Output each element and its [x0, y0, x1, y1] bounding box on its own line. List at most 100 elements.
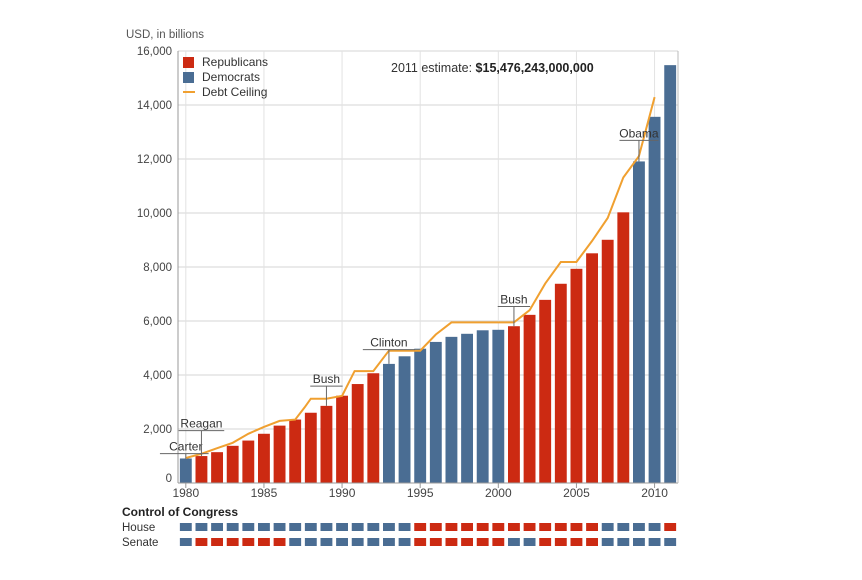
president-label-obama-2009: Obama	[619, 126, 659, 162]
congress-cell-2003	[539, 538, 552, 546]
congress-cell-1998	[461, 538, 473, 546]
congress-cell-1996	[429, 538, 442, 546]
control-of-congress: Control of Congress House Senate	[122, 505, 677, 549]
debt-ceiling-series	[185, 96, 656, 459]
president-label-bush-1989: Bush	[310, 372, 343, 406]
bar-1980	[179, 458, 192, 483]
congress-cell-1984	[242, 538, 255, 546]
x-tick-label: 2000	[485, 486, 512, 500]
y-ticks: 0 2,000 4,000 6,000 8,000 10,000 12,000 14,000 1…	[137, 46, 172, 485]
congress-cell-1989	[320, 538, 333, 546]
congress-cell-1999	[476, 523, 489, 531]
congress-cell-1996	[429, 523, 442, 531]
axes	[177, 51, 679, 484]
y-axis-label: USD, in billions	[126, 29, 204, 41]
bar-2011	[664, 65, 677, 483]
congress-cell-1985	[258, 523, 270, 531]
congress-cell-1983	[226, 538, 239, 546]
y-tick-label: 2,000	[143, 424, 172, 436]
congress-cell-1990	[336, 538, 348, 546]
congress-cell-1984	[242, 523, 255, 531]
bar-2008	[617, 212, 630, 483]
bar-1994	[398, 356, 411, 483]
bar-2010	[648, 116, 661, 484]
estimate-value: $15,476,243,000,000	[476, 61, 594, 75]
bar-2005	[570, 268, 583, 483]
president-name: Bush	[500, 292, 527, 306]
congress-cell-2003	[539, 523, 552, 531]
x-tick-label: 1995	[407, 486, 434, 500]
congress-cell-2007	[601, 538, 614, 546]
bar-2009	[633, 161, 645, 483]
congress-cell-1988	[304, 538, 317, 546]
bar-1986	[273, 425, 286, 483]
bar-1987	[289, 419, 302, 483]
debt-ceiling-line	[185, 96, 656, 459]
x-ticks: 1980 1985 1990 1995 2000 2005 2010	[172, 483, 668, 500]
congress-cell-1982	[211, 538, 223, 546]
congress-cell-2001	[508, 538, 520, 546]
congress-cell-2006	[586, 538, 598, 546]
congress-cell-1992	[367, 523, 380, 531]
congress-cell-1989	[320, 523, 333, 531]
congress-cell-2002	[523, 523, 536, 531]
estimate-annotation: 2011 estimate: $15,476,243,000,000	[391, 61, 594, 75]
president-name: Carter	[169, 440, 202, 454]
congress-cell-2010	[648, 538, 661, 546]
legend-swatch	[183, 72, 194, 83]
congress-row-label-senate: Senate	[122, 537, 158, 549]
bar-1988	[304, 412, 317, 483]
congress-cell-1986	[273, 523, 286, 531]
congress-cell-1987	[289, 538, 302, 546]
president-label-carter-1980: Carter	[159, 440, 209, 459]
congress-cell-1987	[289, 523, 302, 531]
congress-cell-2000	[492, 538, 505, 546]
y-tick-label: 8,000	[143, 262, 172, 274]
congress-cell-1995	[414, 523, 427, 531]
congress-cell-2011	[664, 523, 677, 531]
congress-title: Control of Congress	[122, 505, 238, 519]
legend-item-democrats: Democrats	[183, 70, 260, 84]
president-labels: Carter Reagan Bush Clinton Bush Obama	[159, 126, 659, 459]
congress-cell-1985	[258, 538, 270, 546]
congress-row-senate	[179, 538, 677, 546]
congress-cell-2000	[492, 523, 505, 531]
congress-cell-1994	[398, 538, 411, 546]
congress-cell-1997	[445, 538, 458, 546]
bar-1991	[351, 384, 364, 483]
y-tick-label: 12,000	[137, 154, 172, 166]
bars	[179, 65, 677, 484]
president-name: Obama	[619, 126, 659, 140]
congress-row-label-house: House	[122, 522, 155, 534]
congress-cell-2009	[633, 523, 645, 531]
congress-cell-1983	[226, 523, 239, 531]
congress-cell-2008	[617, 538, 630, 546]
bar-2004	[554, 283, 567, 483]
y-tick-label: 16,000	[137, 46, 172, 58]
bar-1981	[195, 456, 208, 483]
bar-1982	[211, 452, 223, 483]
bar-1985	[258, 433, 270, 483]
congress-cell-2001	[508, 523, 520, 531]
congress-cell-1982	[211, 523, 223, 531]
congress-cell-2002	[523, 538, 536, 546]
congress-cell-2008	[617, 523, 630, 531]
bar-1984	[242, 440, 255, 483]
bar-1989	[320, 405, 333, 483]
legend-swatch	[183, 57, 194, 68]
congress-cell-1991	[351, 523, 364, 531]
y-tick-label: 4,000	[143, 370, 172, 382]
congress-cell-1999	[476, 538, 489, 546]
bar-1996	[429, 341, 442, 483]
congress-cell-2010	[648, 523, 661, 531]
congress-cell-2011	[664, 538, 677, 546]
bar-1983	[226, 445, 239, 483]
bar-1997	[445, 336, 458, 483]
congress-cell-1981	[195, 523, 208, 531]
legend-label: Democrats	[202, 70, 260, 84]
x-tick-label: 1980	[172, 486, 199, 500]
bar-2007	[601, 239, 614, 483]
y-tick-label: 0	[166, 473, 172, 485]
